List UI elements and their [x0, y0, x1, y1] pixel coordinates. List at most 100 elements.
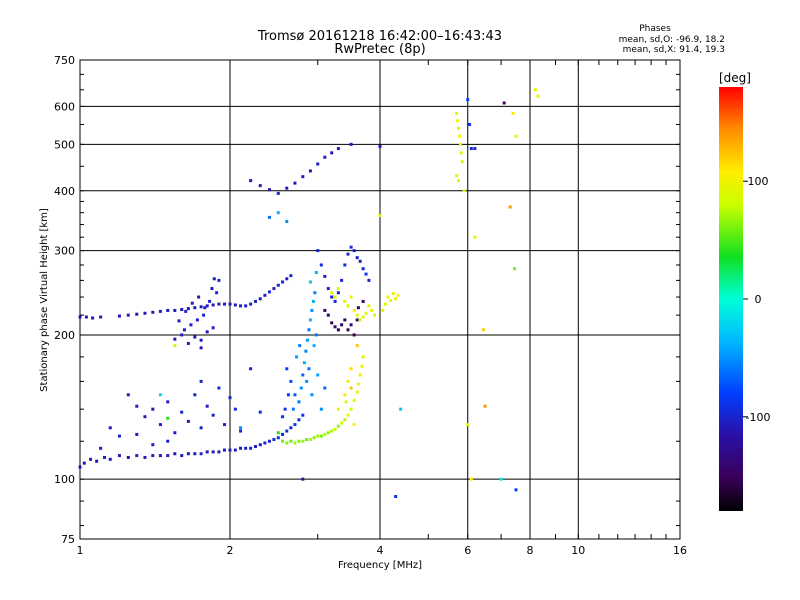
- data-point: [358, 373, 362, 377]
- data-point: [205, 450, 209, 454]
- data-point: [323, 308, 327, 312]
- data-point: [514, 488, 518, 492]
- data-point: [358, 259, 362, 263]
- data-point: [373, 313, 377, 317]
- data-point: [349, 245, 353, 249]
- data-point: [126, 313, 130, 317]
- data-point: [166, 400, 170, 404]
- data-point: [276, 283, 280, 287]
- data-point: [370, 308, 374, 312]
- data-point: [391, 292, 395, 296]
- data-point: [173, 308, 177, 312]
- data-point: [336, 407, 340, 411]
- data-point: [336, 147, 340, 151]
- data-point: [349, 407, 353, 411]
- data-point: [349, 386, 353, 390]
- data-point: [193, 452, 197, 456]
- data-point: [158, 393, 162, 397]
- data-point: [186, 341, 190, 345]
- data-point: [367, 304, 371, 308]
- y-tick-label: 100: [54, 473, 75, 486]
- data-point: [135, 404, 139, 408]
- data-point: [361, 355, 365, 359]
- data-point: [228, 396, 232, 400]
- data-point: [316, 249, 320, 253]
- data-point: [212, 277, 216, 281]
- data-point: [239, 446, 243, 450]
- data-point: [352, 333, 356, 337]
- data-point: [499, 477, 503, 481]
- data-point: [301, 439, 305, 443]
- data-point: [455, 119, 459, 123]
- data-point: [180, 308, 184, 312]
- data-point: [352, 423, 356, 427]
- data-point: [355, 390, 359, 394]
- data-point: [462, 189, 466, 193]
- data-point: [514, 134, 518, 138]
- data-point: [205, 404, 209, 408]
- data-point: [336, 287, 340, 291]
- data-point: [233, 303, 237, 307]
- data-point: [166, 439, 170, 443]
- data-point: [291, 407, 295, 411]
- x-tick-label: 1: [77, 544, 84, 557]
- data-point: [293, 441, 297, 445]
- data-point: [143, 415, 147, 419]
- data-point: [352, 398, 356, 402]
- data-point: [267, 290, 271, 294]
- data-point: [244, 304, 248, 308]
- data-point: [330, 321, 334, 325]
- data-point: [151, 310, 155, 314]
- data-point: [349, 295, 353, 299]
- data-point: [310, 393, 314, 397]
- data-point: [361, 315, 365, 319]
- data-point: [78, 315, 82, 319]
- data-point: [223, 423, 227, 427]
- data-point: [211, 326, 215, 330]
- data-point: [223, 448, 227, 452]
- data-point: [208, 299, 212, 303]
- data-point: [215, 291, 219, 295]
- data-point: [158, 454, 162, 458]
- data-point: [228, 448, 232, 452]
- data-point: [355, 256, 359, 260]
- data-point: [336, 291, 340, 295]
- data-point: [182, 328, 186, 332]
- data-point: [253, 444, 257, 448]
- data-point: [228, 302, 232, 306]
- data-point: [330, 429, 334, 433]
- grid-lines: [80, 60, 680, 539]
- data-point: [299, 386, 303, 390]
- data-point: [301, 175, 305, 179]
- data-point: [186, 307, 190, 311]
- data-point: [386, 295, 390, 299]
- colorbar-tick-label: 100: [748, 175, 769, 188]
- data-point: [310, 308, 314, 312]
- data-point: [330, 151, 334, 155]
- y-tick-labels: 75 100 200 300 400 500 600 750: [54, 54, 75, 546]
- data-point: [239, 429, 243, 433]
- data-point: [272, 438, 276, 442]
- data-point: [151, 454, 155, 458]
- data-point: [158, 423, 162, 427]
- data-point: [533, 88, 537, 92]
- data-point: [267, 215, 271, 219]
- data-point: [239, 426, 243, 430]
- data-point: [343, 418, 347, 422]
- data-point: [205, 330, 209, 334]
- data-point: [205, 304, 209, 308]
- data-point: [394, 494, 398, 498]
- data-point: [458, 142, 462, 146]
- data-point: [468, 123, 472, 127]
- data-point: [285, 429, 289, 433]
- data-point: [166, 416, 170, 420]
- data-point: [293, 181, 297, 185]
- data-point: [173, 431, 177, 435]
- data-point: [84, 315, 88, 319]
- data-point: [358, 318, 362, 322]
- data-point: [199, 338, 203, 342]
- data-point: [457, 126, 461, 130]
- data-point: [244, 446, 248, 450]
- data-point: [349, 142, 353, 146]
- data-point: [217, 386, 221, 390]
